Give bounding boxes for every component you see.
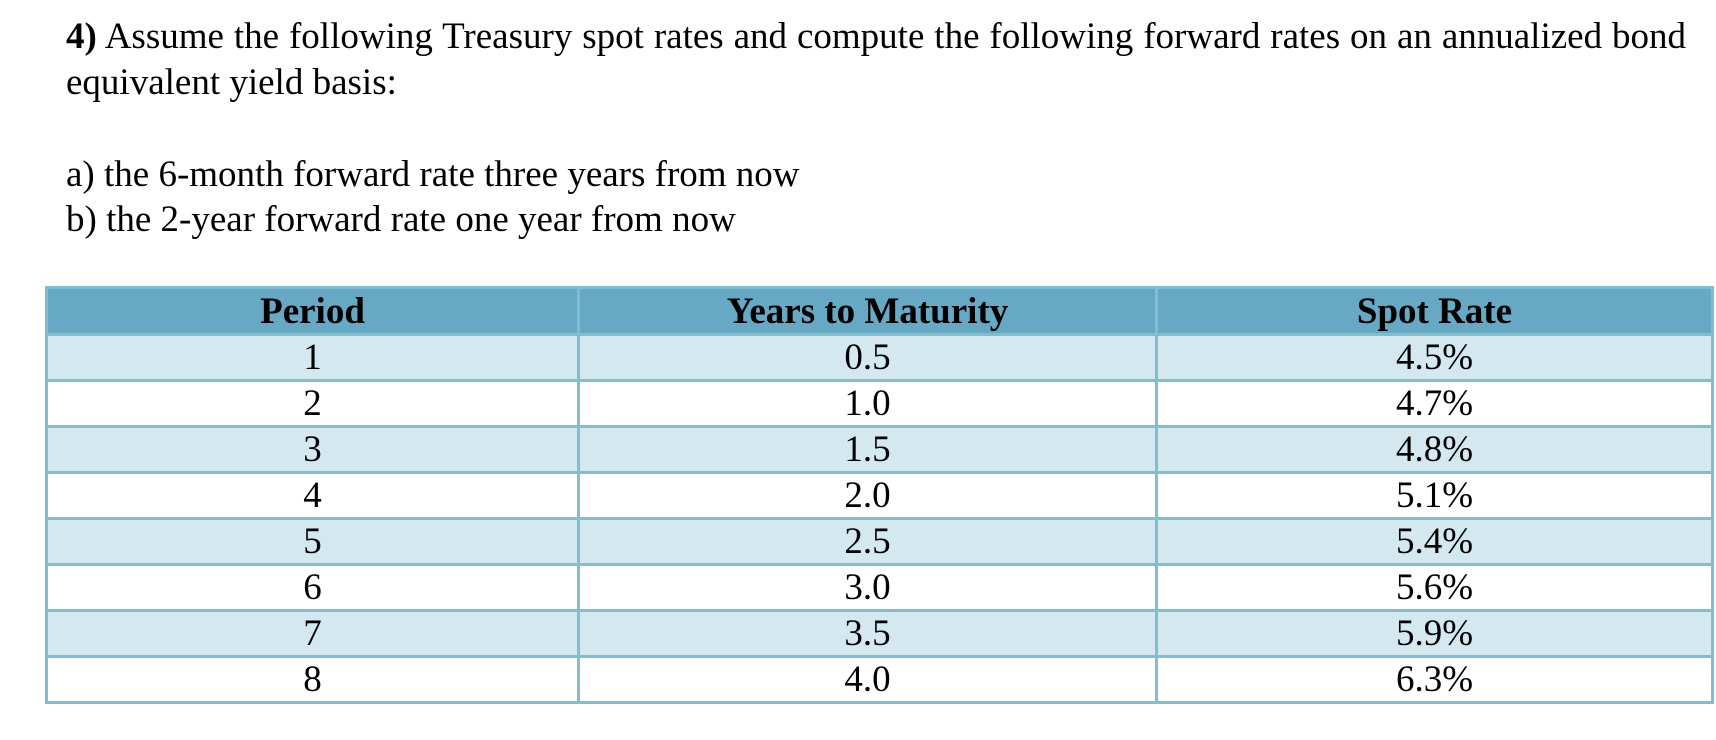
cell-period: 2 bbox=[45, 379, 580, 428]
spot-rate-table: Period Years to Maturity Spot Rate 1 0.5… bbox=[45, 286, 1714, 704]
cell-spot-rate: 5.1% bbox=[1156, 471, 1714, 520]
spot-rate-table-container: Period Years to Maturity Spot Rate 1 0.5… bbox=[45, 286, 1714, 704]
cell-spot-rate: 6.3% bbox=[1156, 655, 1714, 704]
cell-years-to-maturity: 0.5 bbox=[578, 333, 1158, 382]
cell-years-to-maturity: 3.0 bbox=[578, 563, 1158, 612]
cell-years-to-maturity: 3.5 bbox=[578, 609, 1158, 658]
table-row: 7 3.5 5.9% bbox=[45, 609, 1714, 658]
cell-years-to-maturity: 1.5 bbox=[578, 425, 1158, 474]
table-row: 2 1.0 4.7% bbox=[45, 379, 1714, 428]
cell-spot-rate: 5.6% bbox=[1156, 563, 1714, 612]
header-years-to-maturity: Years to Maturity bbox=[578, 286, 1158, 336]
problem-number: 4) bbox=[66, 16, 97, 57]
table-row: 8 4.0 6.3% bbox=[45, 655, 1714, 704]
table-row: 3 1.5 4.8% bbox=[45, 425, 1714, 474]
table-row: 4 2.0 5.1% bbox=[45, 471, 1714, 520]
cell-years-to-maturity: 1.0 bbox=[578, 379, 1158, 428]
question-part-a: a) the 6-month forward rate three years … bbox=[66, 154, 800, 195]
cell-spot-rate: 4.7% bbox=[1156, 379, 1714, 428]
header-spot-rate: Spot Rate bbox=[1156, 286, 1714, 336]
cell-years-to-maturity: 2.0 bbox=[578, 471, 1158, 520]
question-parts: a) the 6-month forward rate three years … bbox=[66, 152, 800, 242]
table-row: 6 3.0 5.6% bbox=[45, 563, 1714, 612]
cell-spot-rate: 4.5% bbox=[1156, 333, 1714, 382]
cell-period: 1 bbox=[45, 333, 580, 382]
cell-period: 7 bbox=[45, 609, 580, 658]
table-row: 1 0.5 4.5% bbox=[45, 333, 1714, 382]
cell-period: 8 bbox=[45, 655, 580, 704]
cell-period: 5 bbox=[45, 517, 580, 566]
problem-text: Assume the following Treasury spot rates… bbox=[66, 16, 1686, 103]
cell-years-to-maturity: 4.0 bbox=[578, 655, 1158, 704]
cell-spot-rate: 5.9% bbox=[1156, 609, 1714, 658]
cell-period: 6 bbox=[45, 563, 580, 612]
table-row: 5 2.5 5.4% bbox=[45, 517, 1714, 566]
table-header-row: Period Years to Maturity Spot Rate bbox=[45, 286, 1714, 336]
cell-years-to-maturity: 2.5 bbox=[578, 517, 1158, 566]
cell-spot-rate: 5.4% bbox=[1156, 517, 1714, 566]
problem-statement: 4) Assume the following Treasury spot ra… bbox=[66, 14, 1686, 106]
question-part-b: b) the 2-year forward rate one year from… bbox=[66, 199, 736, 240]
cell-period: 4 bbox=[45, 471, 580, 520]
header-period: Period bbox=[45, 286, 580, 336]
cell-period: 3 bbox=[45, 425, 580, 474]
cell-spot-rate: 4.8% bbox=[1156, 425, 1714, 474]
